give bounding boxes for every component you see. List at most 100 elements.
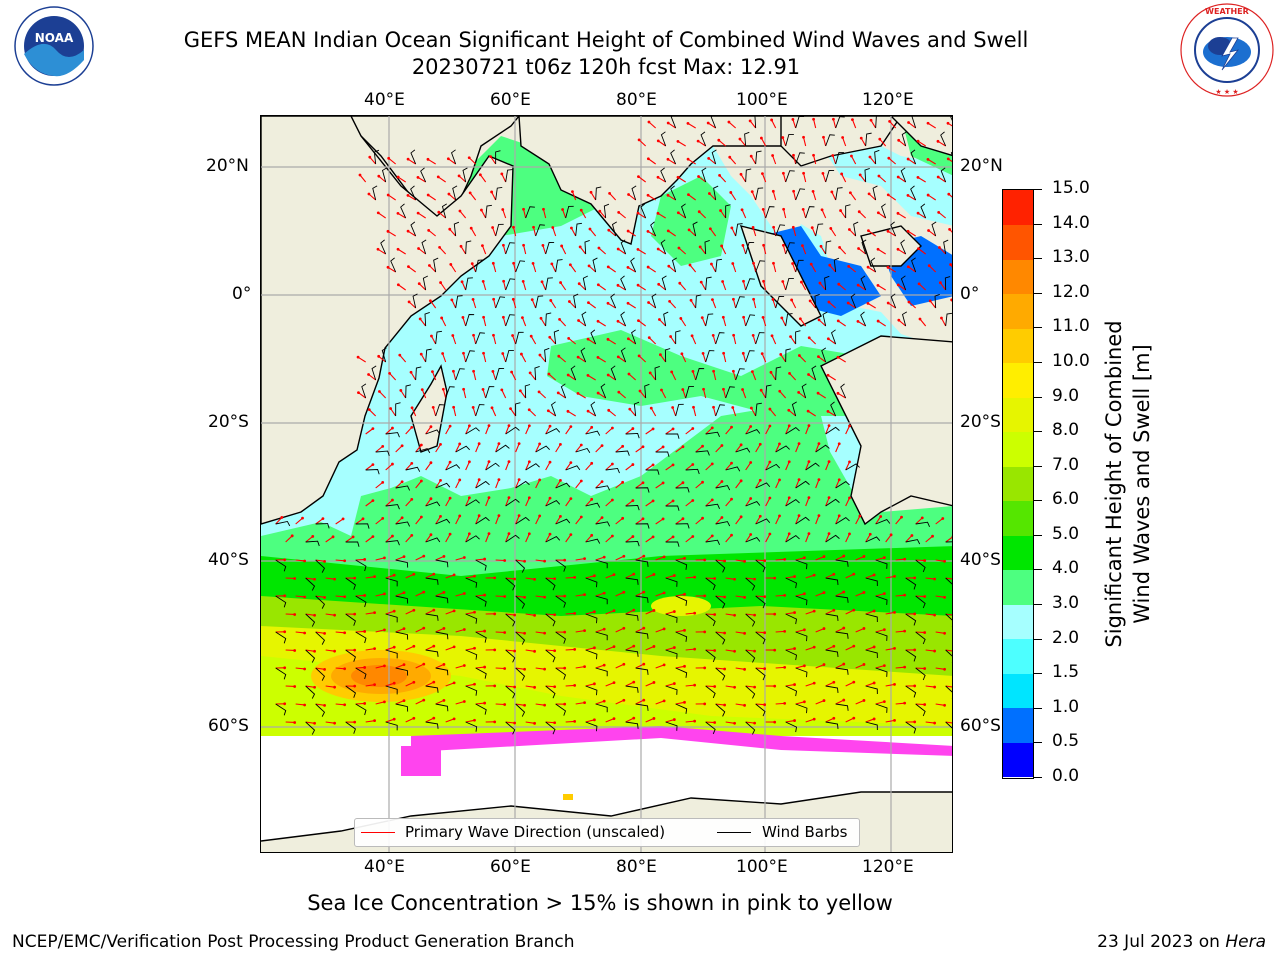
wind-barb xyxy=(711,149,717,165)
wave-direction-arrow xyxy=(715,445,723,453)
wave-arrow-head xyxy=(711,333,715,337)
wave-arrow-head xyxy=(622,554,626,558)
wave-arrow-head xyxy=(410,461,414,465)
wave-direction-arrow xyxy=(845,461,851,471)
wave-direction-arrow xyxy=(505,721,515,724)
wave-direction-arrow xyxy=(782,245,787,255)
wave-arrow-head xyxy=(753,649,756,653)
wind-barb xyxy=(305,540,320,547)
wave-direction-arrow xyxy=(875,557,885,561)
wave-direction-arrow xyxy=(705,577,715,580)
wave-arrow-head xyxy=(568,263,572,267)
wave-direction-arrow xyxy=(445,682,455,687)
wave-direction-arrow xyxy=(315,631,325,634)
wave-direction-arrow xyxy=(645,536,654,543)
wave-direction-arrow xyxy=(707,122,716,129)
wave-direction-arrow xyxy=(755,667,765,670)
wave-arrow-head xyxy=(483,665,487,669)
wave-direction-arrow xyxy=(355,594,365,597)
wind-barb xyxy=(801,383,807,399)
wave-arrow-head xyxy=(517,514,521,518)
wave-direction-arrow xyxy=(832,119,837,129)
wave-arrow-head xyxy=(848,228,851,231)
wave-arrow-head xyxy=(751,370,754,374)
wave-arrow-head xyxy=(759,388,763,392)
wave-arrow-head xyxy=(807,424,811,428)
wave-arrow-head xyxy=(290,534,294,538)
wave-direction-arrow xyxy=(945,536,952,543)
wave-arrow-head xyxy=(733,721,736,725)
wave-direction-arrow xyxy=(429,265,437,273)
wave-arrow-head xyxy=(710,498,714,502)
wave-arrow-head xyxy=(827,424,831,428)
wave-direction-arrow xyxy=(935,595,945,598)
wave-arrow-head xyxy=(573,648,577,651)
wave-arrow-head xyxy=(943,703,946,707)
wave-direction-arrow xyxy=(792,263,797,273)
wind-barb xyxy=(625,649,639,657)
wave-direction-arrow xyxy=(803,137,807,147)
nws-logo: WEATHER ★ ★ ★ xyxy=(1180,3,1274,97)
wave-arrow-head xyxy=(916,139,920,143)
wave-arrow-head xyxy=(283,702,287,706)
wave-arrow-head xyxy=(373,647,376,651)
wave-arrow-head xyxy=(373,575,376,579)
wave-arrow-head xyxy=(331,535,335,539)
wave-direction-arrow xyxy=(829,264,837,273)
wind-barb xyxy=(465,613,478,624)
wave-arrow-head xyxy=(773,612,777,616)
wave-arrow-head xyxy=(669,335,673,338)
wave-arrow-head xyxy=(602,627,606,631)
wave-direction-arrow xyxy=(825,497,830,507)
wave-direction-arrow xyxy=(665,611,675,615)
wave-direction-arrow xyxy=(377,212,386,219)
wave-arrow-head xyxy=(412,572,416,576)
wave-arrow-head xyxy=(693,647,697,651)
wave-direction-arrow xyxy=(713,371,717,381)
wave-arrow-head xyxy=(671,427,675,431)
wave-direction-arrow xyxy=(355,518,364,525)
wave-direction-arrow xyxy=(410,372,417,381)
wind-barb xyxy=(545,277,553,291)
wave-arrow-head xyxy=(672,574,676,577)
wind-barb xyxy=(315,703,326,717)
wave-direction-arrow xyxy=(417,212,426,219)
wave-arrow-head xyxy=(622,590,626,594)
wave-direction-arrow xyxy=(655,446,664,453)
wave-arrow-head xyxy=(831,154,835,157)
wave-arrow-head xyxy=(916,175,920,179)
colorbar-tick-mark xyxy=(1034,500,1042,502)
wave-direction-arrow xyxy=(485,497,490,507)
wave-direction-arrow xyxy=(915,559,925,562)
wave-direction-arrow xyxy=(725,426,732,435)
wave-arrow-head xyxy=(548,424,552,428)
wave-direction-arrow xyxy=(607,338,616,345)
wave-arrow-head xyxy=(626,337,630,341)
wave-direction-arrow xyxy=(305,577,315,580)
wave-arrow-head xyxy=(513,721,517,725)
wave-arrow-head xyxy=(376,211,380,215)
wave-arrow-head xyxy=(703,558,707,562)
wave-arrow-head xyxy=(741,351,745,355)
colorbar-tick-label: 1.0 xyxy=(1052,696,1080,717)
wave-arrow-head xyxy=(730,425,733,429)
colorbar-tick-label: 6.0 xyxy=(1052,489,1080,510)
wave-arrow-head xyxy=(500,388,504,392)
wind-barb xyxy=(555,667,567,680)
wind-barb xyxy=(890,293,897,309)
colorbar-tick-label: 13.0 xyxy=(1052,247,1090,268)
wave-direction-arrow xyxy=(945,685,952,688)
wind-barb xyxy=(475,595,487,607)
wave-arrow-head xyxy=(758,442,762,446)
wave-arrow-head xyxy=(447,192,451,196)
wave-arrow-head xyxy=(367,373,370,376)
wave-direction-arrow xyxy=(775,702,785,705)
wave-arrow-head xyxy=(641,517,645,521)
wave-arrow-head xyxy=(739,443,743,447)
wave-arrow-head xyxy=(896,283,900,287)
wave-direction-arrow xyxy=(535,595,545,598)
wave-arrow-head xyxy=(846,301,850,305)
wave-direction-arrow xyxy=(462,353,467,363)
wave-direction-arrow xyxy=(535,479,541,489)
wave-direction-arrow xyxy=(849,192,857,201)
